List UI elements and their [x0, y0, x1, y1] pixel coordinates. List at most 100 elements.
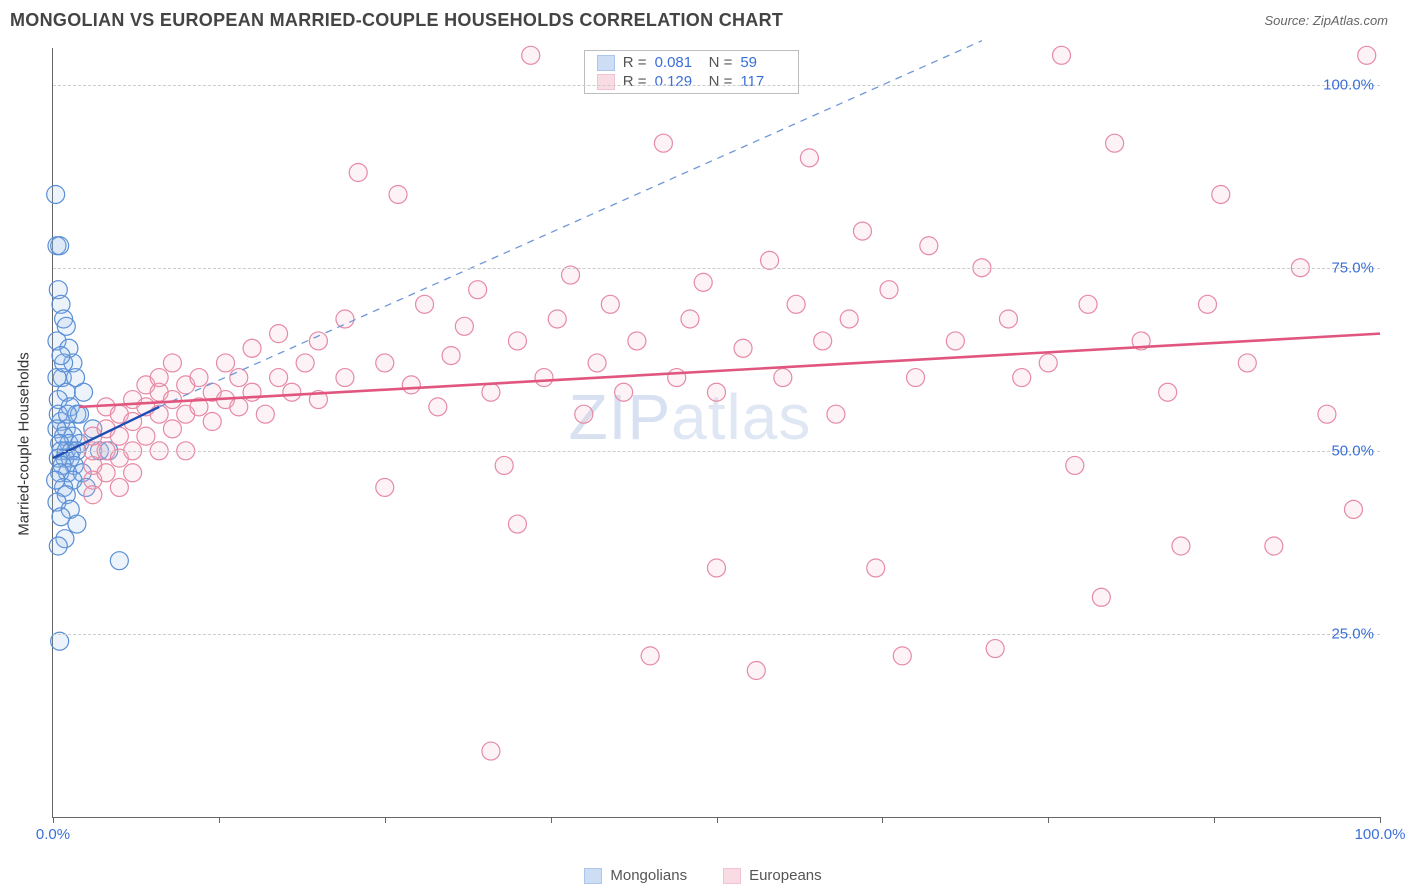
data-point [867, 559, 885, 577]
x-tick [1380, 817, 1381, 823]
data-point [47, 185, 65, 203]
y-tick-label: 50.0% [1331, 442, 1374, 459]
data-point [163, 354, 181, 372]
legend-swatch [597, 55, 615, 71]
data-point [150, 369, 168, 387]
data-point [47, 471, 65, 489]
data-point [880, 281, 898, 299]
data-point [893, 647, 911, 665]
data-point [59, 405, 77, 423]
data-point [376, 478, 394, 496]
y-axis-label: Married-couple Households [16, 352, 33, 535]
legend-n-label: N = [709, 54, 733, 71]
data-point [270, 369, 288, 387]
data-point [1198, 295, 1216, 313]
data-point [416, 295, 434, 313]
data-point [508, 332, 526, 350]
data-point [986, 640, 1004, 658]
data-point [588, 354, 606, 372]
gridline [53, 634, 1380, 635]
data-point [402, 376, 420, 394]
data-point [761, 251, 779, 269]
data-point [217, 354, 235, 372]
data-point [535, 369, 553, 387]
data-point [814, 332, 832, 350]
data-point [482, 742, 500, 760]
x-tick [53, 817, 54, 823]
data-point [52, 508, 70, 526]
data-point [469, 281, 487, 299]
data-point [137, 427, 155, 445]
data-point [442, 347, 460, 365]
x-tick [1048, 817, 1049, 823]
x-tick [385, 817, 386, 823]
data-point [163, 391, 181, 409]
data-point [203, 413, 221, 431]
data-point [68, 515, 86, 533]
data-point [349, 164, 367, 182]
gridline [53, 85, 1380, 86]
legend-swatch [597, 74, 615, 90]
y-tick-label: 25.0% [1331, 625, 1374, 642]
data-point [52, 347, 70, 365]
legend-r-value: 0.129 [655, 73, 701, 90]
data-point [548, 310, 566, 328]
data-point [1079, 295, 1097, 313]
data-point [615, 383, 633, 401]
data-point [97, 464, 115, 482]
correlation-legend: R = 0.081 N = 59 R = 0.129 N = 117 [584, 50, 800, 94]
data-point [999, 310, 1017, 328]
source-attribution: Source: ZipAtlas.com [1264, 13, 1388, 28]
data-point [243, 339, 261, 357]
data-point [668, 369, 686, 387]
series-legend: MongoliansEuropeans [0, 867, 1406, 884]
data-point [256, 405, 274, 423]
data-point [1318, 405, 1336, 423]
data-point [1106, 134, 1124, 152]
data-point [708, 559, 726, 577]
x-tick [882, 817, 883, 823]
data-point [1092, 588, 1110, 606]
legend-row: R = 0.081 N = 59 [585, 53, 799, 72]
data-point [681, 310, 699, 328]
data-point [840, 310, 858, 328]
gridline [53, 451, 1380, 452]
data-point [1358, 46, 1376, 64]
x-tick [219, 817, 220, 823]
data-point [601, 295, 619, 313]
data-point [1265, 537, 1283, 555]
data-point [190, 369, 208, 387]
data-point [124, 464, 142, 482]
data-point [455, 317, 473, 335]
x-tick-label: 0.0% [36, 826, 70, 843]
chart-title: MONGOLIAN VS EUROPEAN MARRIED-COUPLE HOU… [10, 10, 783, 31]
data-point [296, 354, 314, 372]
data-point [774, 369, 792, 387]
y-tick-label: 100.0% [1323, 76, 1374, 93]
data-point [920, 237, 938, 255]
y-tick-label: 75.0% [1331, 259, 1374, 276]
data-point [51, 632, 69, 650]
data-point [110, 552, 128, 570]
chart-container: Married-couple Households ZIPatlas R = 0… [10, 40, 1396, 848]
legend-item: Mongolians [584, 867, 687, 884]
data-point [1039, 354, 1057, 372]
data-point [389, 185, 407, 203]
legend-r-label: R = [623, 73, 647, 90]
data-point [562, 266, 580, 284]
data-point [694, 273, 712, 291]
data-point [49, 537, 67, 555]
data-point [309, 332, 327, 350]
x-tick-label: 100.0% [1355, 826, 1406, 843]
data-point [67, 369, 85, 387]
data-point [336, 369, 354, 387]
data-point [51, 237, 69, 255]
gridline [53, 268, 1380, 269]
data-point [1172, 537, 1190, 555]
data-point [734, 339, 752, 357]
data-point [946, 332, 964, 350]
data-point [708, 383, 726, 401]
legend-series-name: Mongolians [610, 867, 687, 884]
data-point [800, 149, 818, 167]
legend-swatch [584, 868, 602, 884]
